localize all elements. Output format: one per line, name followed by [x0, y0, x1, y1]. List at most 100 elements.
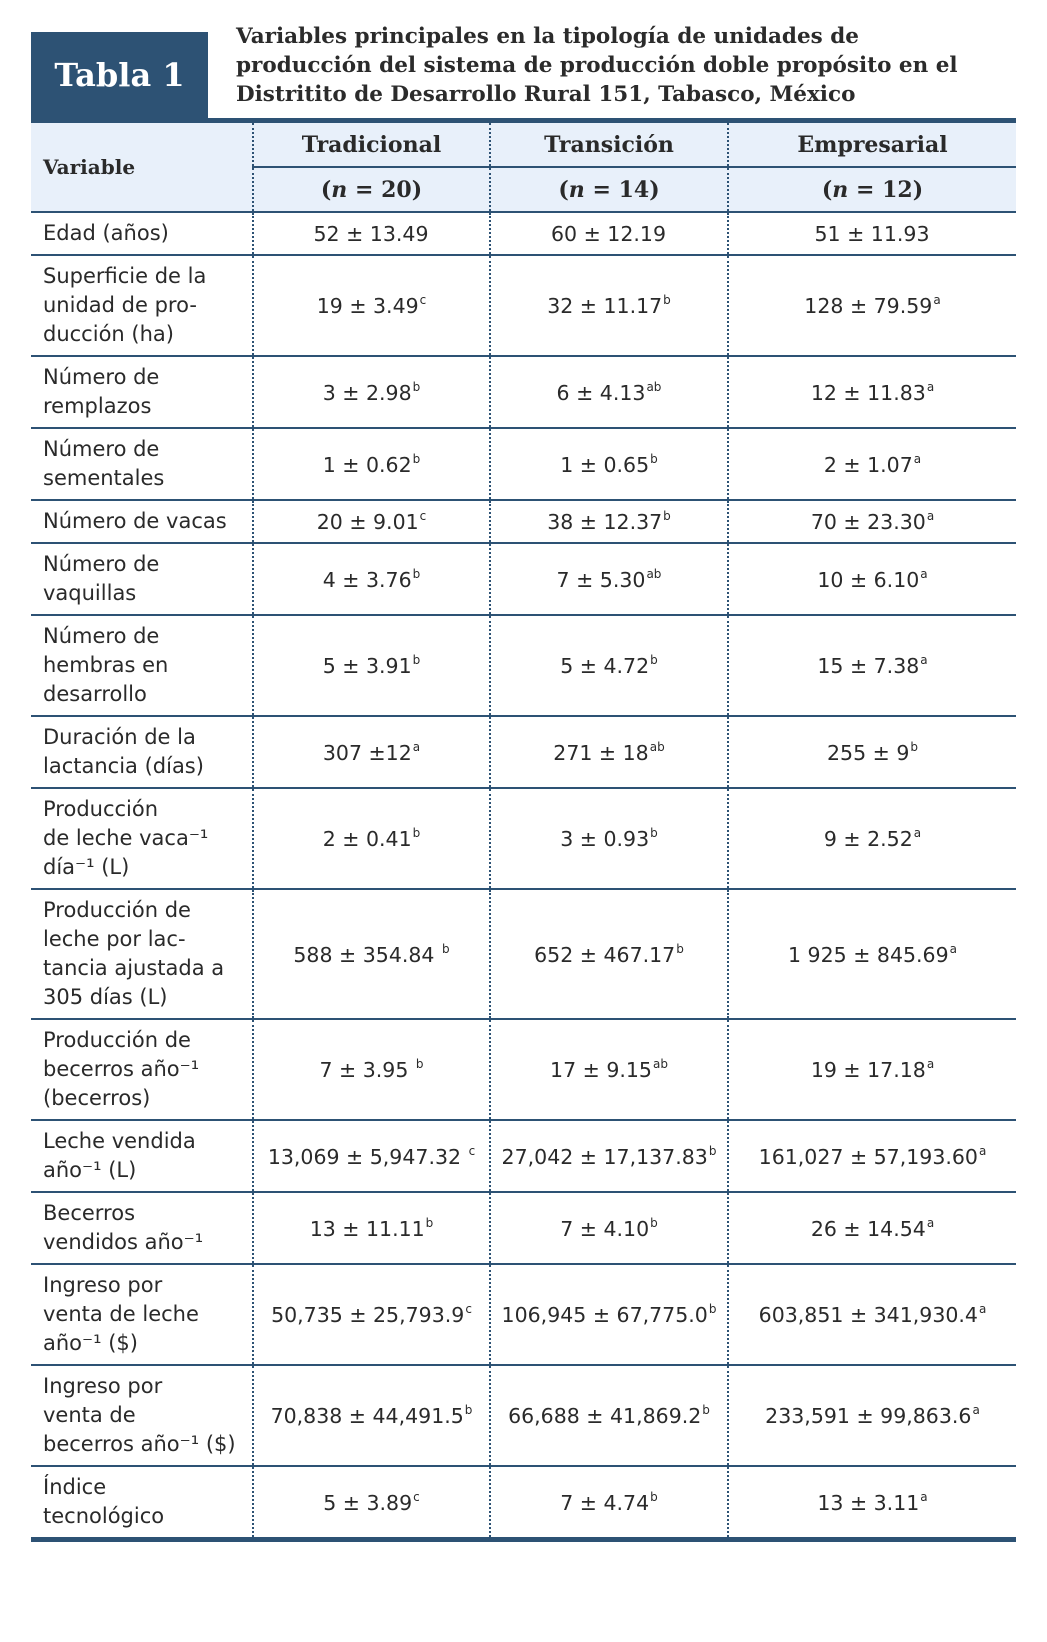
cell-superscript: b: [663, 293, 671, 307]
row-variable-label: Leche vendida año⁻¹ (L): [31, 1120, 253, 1193]
cell-superscript: c: [419, 509, 427, 523]
table-label-badge: Tabla 1: [31, 32, 208, 118]
label-line: ducción (ha): [43, 322, 174, 346]
cell-tradicional: 2 ± 0.41b: [252, 788, 490, 890]
cell-transicion: 66,688 ± 41,869.2b: [489, 1365, 728, 1467]
label-line: hembras en: [43, 653, 169, 677]
cell-tradicional: 307 ±12a: [252, 716, 490, 789]
cell-empresarial: 161,027 ± 57,193.60a: [727, 1120, 1016, 1193]
cell-value: 20 ± 9.01: [316, 510, 419, 534]
cell-transicion: 7 ± 4.10b: [489, 1192, 728, 1265]
row-variable-label: Ingreso por venta de becerros año⁻¹ ($): [31, 1365, 253, 1467]
cell-superscript: a: [913, 451, 922, 466]
cell-value: 7 ± 3.95: [319, 1058, 415, 1082]
cell-superscript: b: [910, 739, 918, 754]
row-variable-label: Producción de leche por lac-tancia ajusta…: [31, 889, 253, 1020]
cell-superscript: a: [920, 653, 928, 667]
row-variable-label: Número de vacas: [31, 500, 253, 544]
row-variable-label: Índice tecnológico: [31, 1466, 253, 1542]
cell-superscript: a: [920, 566, 928, 581]
cell-empresarial: 12 ± 11.83a: [727, 356, 1016, 429]
cell-transicion: 27,042 ± 17,137.83b: [489, 1120, 728, 1193]
cell-superscript: ab: [646, 566, 662, 581]
label-line: Superficie de la: [43, 264, 207, 288]
cell-superscript: a: [949, 941, 957, 956]
n-value: 14: [618, 176, 650, 203]
table-row: Número de vaquillas 4 ± 3.76b 7 ± 5.30ab 10 …: [31, 543, 1016, 616]
cell-superscript: b: [412, 653, 421, 667]
cell-superscript: b: [650, 653, 658, 667]
table-row: Becerros vendidos año⁻¹ 13 ± 11.11b 7 ± 4.1…: [31, 1192, 1016, 1265]
label-line: sementales: [43, 466, 165, 490]
table-row: Número de hembras en desarrollo 5 ± 3.91b 5 …: [31, 615, 1016, 717]
table-row: Producción de leche por lac-tancia ajusta…: [31, 889, 1016, 1020]
cell-tradicional: 13,069 ± 5,947.32 c: [252, 1120, 490, 1193]
cell-value: 13 ± 3.11: [817, 1490, 920, 1515]
table-row: Duración de la lactancia (días) 307 ±12a 27…: [31, 716, 1016, 789]
label-line: leche por lac-: [43, 927, 186, 951]
label-line: Duración de la: [43, 725, 196, 749]
label-line: becerros año⁻¹ ($): [43, 1432, 236, 1456]
row-variable-label: Número de hembras en desarrollo: [31, 615, 253, 717]
cell-value: 5 ± 3.89: [323, 1490, 413, 1515]
cell-value: 32 ± 11.17: [547, 294, 663, 318]
cell-value: 19 ± 17.18: [810, 1058, 926, 1082]
cell-value: 19 ± 3.49: [316, 294, 419, 318]
table-row: Producción de leche vaca⁻¹ día⁻¹ (L) 2 ± 0.…: [31, 788, 1016, 890]
label-line: unidad de pro-: [43, 293, 197, 317]
table-caption: Variables principales en la tipología de…: [236, 22, 1016, 109]
cell-value: 271 ± 18: [553, 740, 649, 765]
cell-transicion: 60 ± 12.19: [489, 212, 728, 256]
cell-empresarial: 9 ± 2.52a: [727, 788, 1016, 890]
cell-empresarial: 10 ± 6.10a: [727, 543, 1016, 616]
label-line: Número de vacas: [43, 509, 227, 533]
header-group-tradicional: Tradicional: [252, 123, 490, 168]
cell-value: 9 ± 2.52: [823, 827, 913, 851]
cell-transicion: 652 ± 467.17b: [489, 889, 728, 1020]
row-variable-label: Número de sementales: [31, 428, 253, 501]
cell-superscript: c: [419, 293, 427, 307]
cell-superscript: b: [708, 1143, 717, 1158]
table-row: Número de sementales 1 ± 0.62b 1 ± 0.65b 2 ±…: [31, 428, 1016, 501]
cell-tradicional: 3 ± 2.98b: [252, 356, 490, 429]
label-line: año⁻¹ (L): [43, 1158, 137, 1182]
label-line: (becerros): [43, 1086, 151, 1110]
n-value: 12: [882, 176, 913, 203]
cell-value: 60 ± 12.19: [551, 222, 666, 246]
label-line: Producción: [43, 797, 159, 821]
label-line: becerros año⁻¹: [43, 1057, 200, 1081]
label-line: vendidos año⁻¹: [43, 1230, 204, 1254]
cell-transicion: 17 ± 9.15ab: [489, 1019, 728, 1121]
label-line: Becerros: [43, 1201, 136, 1225]
cell-empresarial: 70 ± 23.30a: [727, 500, 1016, 544]
data-table: Variable Tradicional Transición Empresar…: [31, 123, 1016, 1542]
label-line: Ingreso por: [43, 1273, 163, 1297]
cell-value: 106,945 ± 67,775.0: [501, 1303, 708, 1327]
cell-value: 652 ± 467.17: [534, 942, 676, 967]
label-line: venta de: [43, 1403, 136, 1427]
header-n-tradicional: (n = 20): [252, 167, 490, 213]
cell-superscript: b: [464, 1403, 473, 1417]
cell-superscript: b: [425, 1215, 434, 1230]
row-variable-label: Duración de la lactancia (días): [31, 716, 253, 789]
label-line: año⁻¹ ($): [43, 1331, 138, 1355]
cell-value: 7 ± 4.10: [560, 1216, 650, 1241]
cell-value: 7 ± 4.74: [560, 1490, 650, 1515]
cell-value: 13,069 ± 5,947.32: [267, 1144, 468, 1169]
cell-transicion: 38 ± 12.37b: [489, 500, 728, 544]
cell-superscript: a: [926, 379, 935, 394]
cell-superscript: a: [920, 1489, 928, 1504]
cell-value: 10 ± 6.10: [817, 567, 920, 592]
table-row: Leche vendida año⁻¹ (L) 13,069 ± 5,947.32 …: [31, 1120, 1016, 1193]
header-n-transicion: (n = 14): [489, 167, 728, 213]
caption-line: Distritito de Desarrollo Rural 151, Taba…: [236, 82, 856, 107]
table-row: Ingreso por venta de becerros año⁻¹ ($) 70,…: [31, 1365, 1016, 1467]
cell-value: 70 ± 23.30: [810, 510, 926, 534]
label-line: de leche vaca⁻¹: [43, 826, 209, 850]
cell-value: 27,042 ± 17,137.83: [501, 1144, 708, 1169]
label-line: Ingreso por: [43, 1374, 163, 1398]
cell-superscript: a: [933, 293, 941, 307]
cell-value: 5 ± 4.72: [560, 654, 650, 678]
cell-value: 161,027 ± 57,193.60: [758, 1144, 978, 1169]
top-rule: [31, 118, 1016, 123]
